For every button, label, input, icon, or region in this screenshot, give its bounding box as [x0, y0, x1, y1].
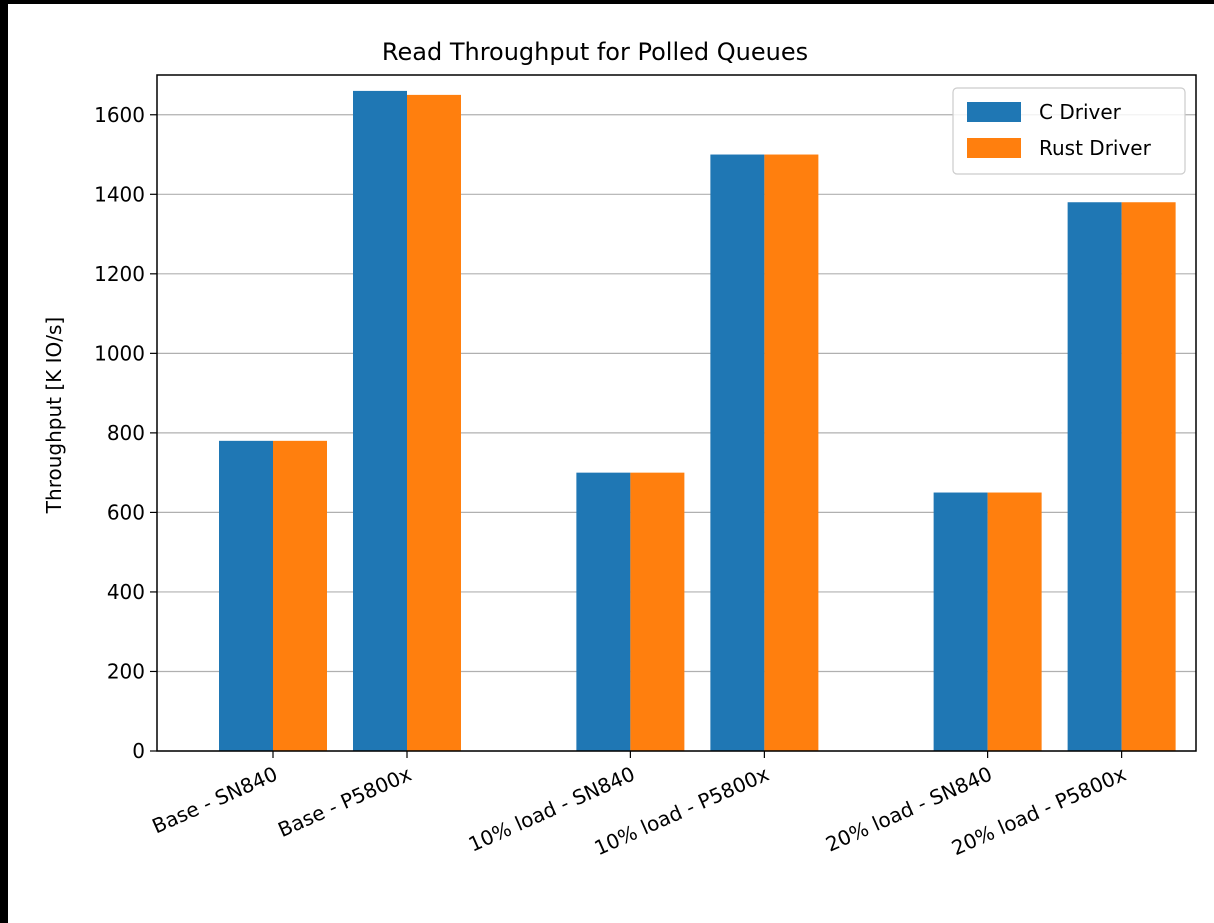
bar-chart: Read Throughput for Polled Queues Throug…	[42, 38, 1197, 860]
grid-lines	[157, 114, 1196, 752]
y-tick-label: 0	[132, 739, 145, 763]
chart-title: Read Throughput for Polled Queues	[382, 38, 808, 66]
legend: C Driver Rust Driver	[952, 87, 1186, 175]
y-tick-label: 800	[107, 421, 145, 445]
bars	[219, 90, 1176, 752]
x-tick-label: Base - P5800x	[274, 762, 415, 842]
bar-rust-driver	[764, 154, 819, 751]
bar-c-driver	[933, 492, 988, 751]
bar-c-driver	[1067, 202, 1122, 751]
chart-container: Read Throughput for Polled Queues Throug…	[8, 4, 1214, 923]
y-axis-label: Throughput [K IO/s]	[42, 317, 66, 514]
y-tick-label: 1000	[94, 341, 145, 365]
y-tick-label: 400	[107, 580, 145, 604]
bar-rust-driver	[1121, 202, 1176, 751]
bar-rust-driver	[630, 472, 685, 751]
bar-c-driver	[353, 90, 407, 751]
bar-c-driver	[710, 154, 765, 751]
legend-label: Rust Driver	[1039, 136, 1152, 160]
legend-label: C Driver	[1039, 100, 1122, 124]
y-tick-label: 1400	[94, 182, 145, 206]
bar-rust-driver	[273, 440, 327, 751]
bar-rust-driver	[407, 94, 461, 752]
y-tick-label: 1600	[94, 103, 145, 127]
y-axis-ticks: 0 200 400 600 800 1000 1200 1400 1600	[94, 103, 157, 763]
y-tick-label: 1200	[94, 262, 145, 286]
x-tick-label: Base - SN840	[148, 762, 281, 839]
y-tick-label: 200	[107, 659, 145, 683]
legend-swatch	[967, 138, 1021, 158]
bar-c-driver	[219, 440, 273, 751]
legend-swatch	[967, 102, 1021, 122]
bar-c-driver	[576, 472, 631, 751]
bar-rust-driver	[987, 492, 1042, 751]
plot-frame	[156, 74, 1197, 752]
y-tick-label: 600	[107, 500, 145, 524]
